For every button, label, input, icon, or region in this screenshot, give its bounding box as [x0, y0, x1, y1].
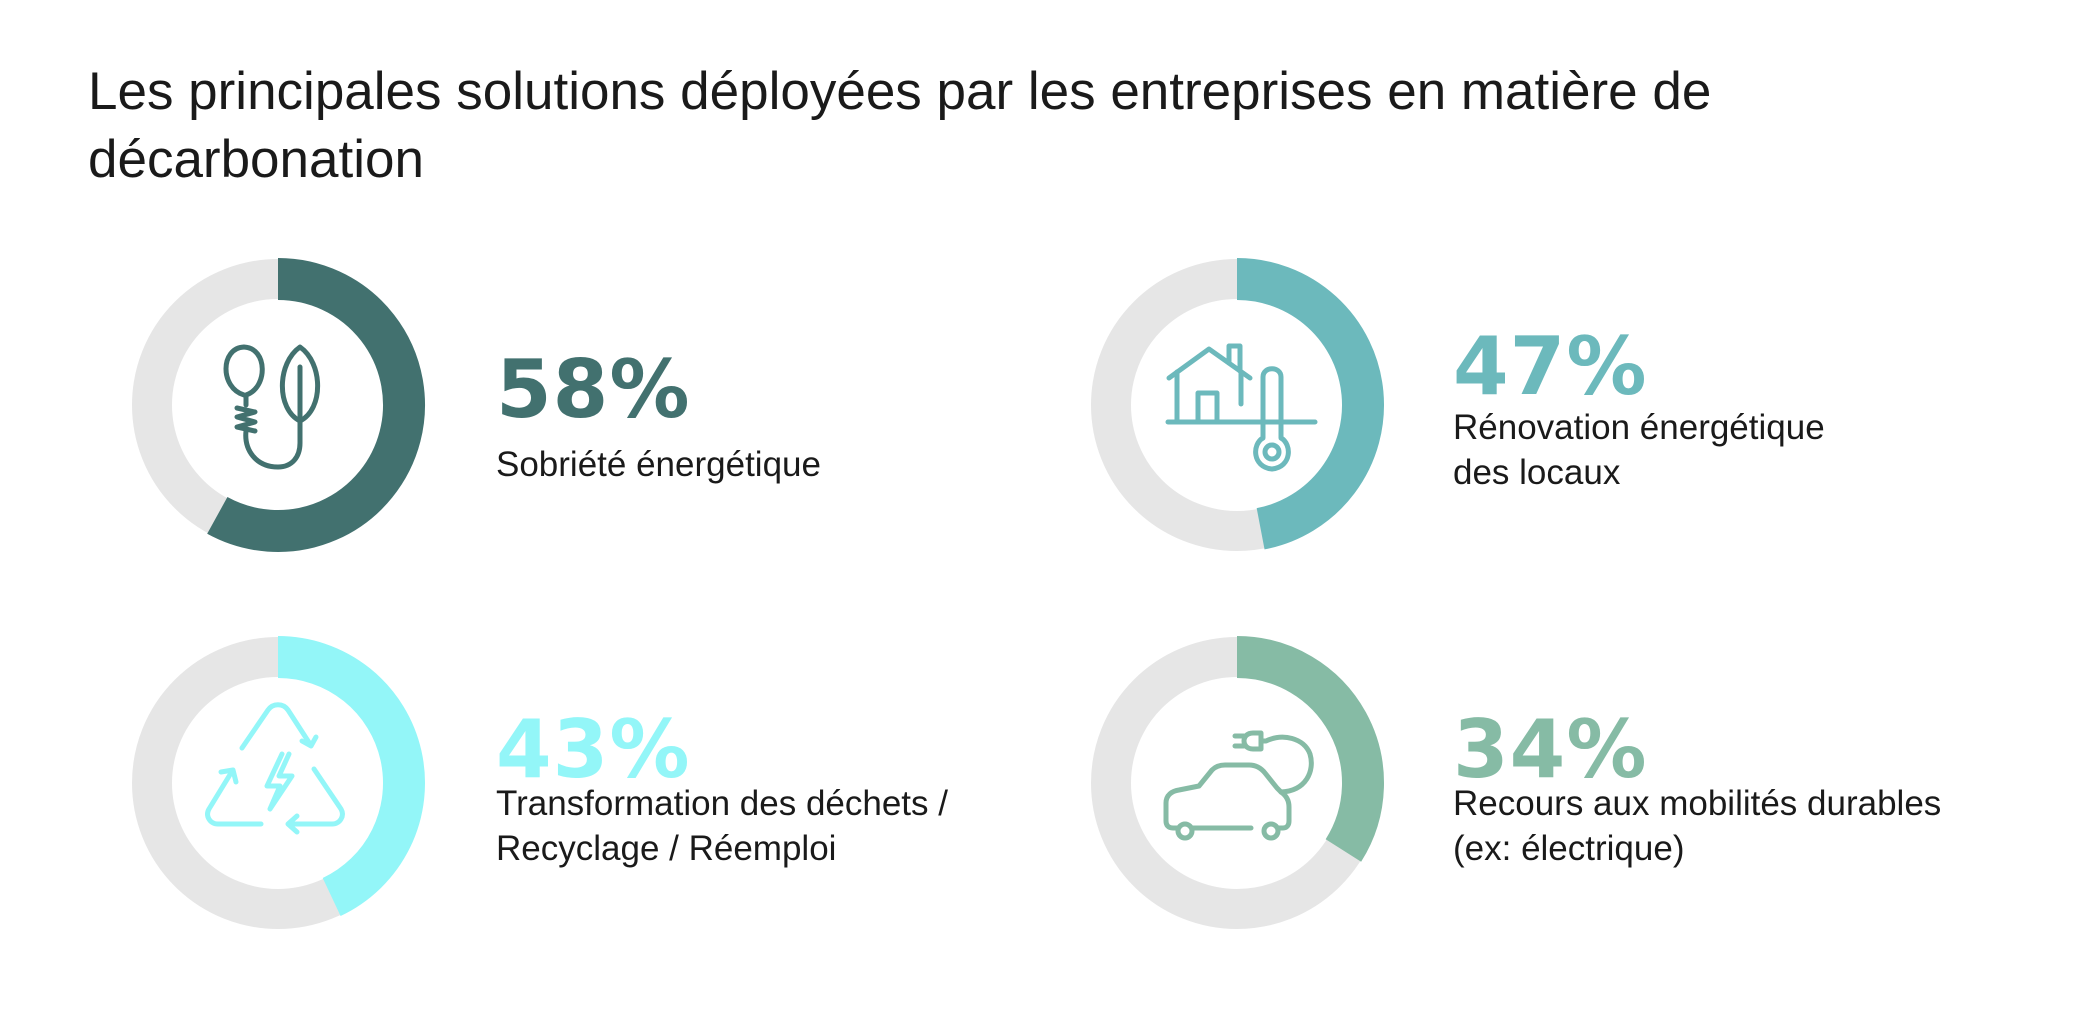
donut-chart-renovation	[1091, 258, 1384, 551]
percentage-dechets: 43%	[496, 703, 691, 796]
chart-title: Les principales solutions déployées par …	[88, 62, 1712, 189]
stat-card-mobilite: 34% Recours aux mobilités durables (ex: …	[1091, 623, 2031, 943]
donut-chart-sobriete	[132, 258, 425, 552]
label-mobilite: Recours aux mobilités durables (ex: élec…	[1453, 784, 1942, 868]
stat-card-renovation: 47% Rénovation énergétique des locaux	[1091, 245, 2031, 565]
lightbulb-leaf-icon	[223, 344, 321, 470]
label-sobriete: Sobriété énergétique	[496, 445, 821, 484]
donut-arc-sobriete	[207, 258, 425, 552]
house-thermometer-icon	[1165, 343, 1318, 472]
stat-card-dechets: 43% Transformation des déchets / Recycla…	[132, 623, 1032, 943]
percentage-mobilite: 34%	[1453, 703, 1648, 796]
donut-chart-mobilite	[1091, 636, 1384, 929]
label-renovation: Rénovation énergétique des locaux	[1453, 408, 1825, 492]
donut-arc-renovation	[1236, 258, 1384, 550]
percentage-renovation: 47%	[1453, 320, 1648, 413]
donut-arc-mobilite	[1236, 636, 1384, 862]
label-dechets: Transformation des déchets / Recyclage /…	[496, 784, 948, 868]
electric-car-icon	[1163, 730, 1314, 841]
donut-chart-dechets	[132, 636, 425, 929]
stat-card-sobriete: 58% Sobriété énergétique	[132, 245, 1032, 565]
recycle-energy-icon	[205, 702, 345, 835]
percentage-sobriete: 58%	[496, 343, 691, 436]
donut-arc-dechets	[277, 636, 425, 916]
